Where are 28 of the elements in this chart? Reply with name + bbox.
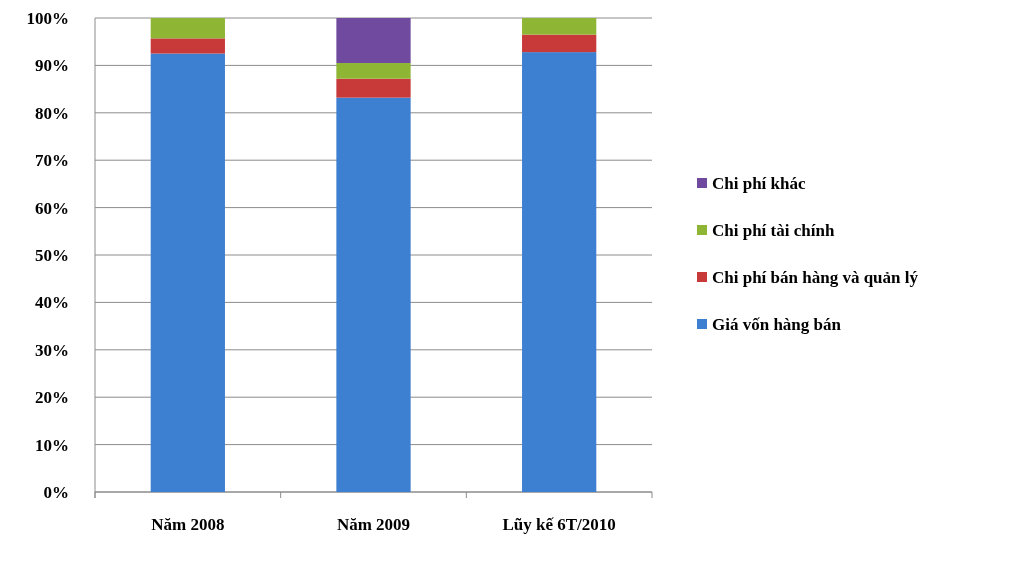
y-tick-label: 90% xyxy=(35,56,69,76)
bar xyxy=(522,18,597,35)
bar xyxy=(150,53,225,492)
x-tick-label: Năm 2008 xyxy=(151,514,225,534)
bar xyxy=(336,97,411,492)
y-tick-label: 100% xyxy=(26,8,69,28)
bar xyxy=(522,52,597,492)
legend-label: Chi phí khác xyxy=(712,173,806,193)
bar xyxy=(522,34,597,53)
legend-label: Chi phí bán hàng và quản lý xyxy=(712,267,919,287)
y-tick-label: 10% xyxy=(35,435,69,455)
bar xyxy=(336,78,411,98)
y-tick-label: 30% xyxy=(35,340,69,360)
y-tick-label: 70% xyxy=(35,151,69,171)
legend-label: Chi phí tài chính xyxy=(712,220,835,240)
y-tick-label: 50% xyxy=(35,245,69,265)
bar xyxy=(336,18,411,64)
y-tick-label: 60% xyxy=(35,198,69,218)
y-tick-label: 40% xyxy=(35,293,69,313)
x-tick-label: Lũy kế 6T/2010 xyxy=(502,514,616,534)
y-tick-label: 20% xyxy=(35,388,69,408)
bar xyxy=(150,18,225,39)
bar xyxy=(336,63,411,79)
y-tick-label: 80% xyxy=(35,103,69,123)
legend-label: Giá vốn hàng bán xyxy=(712,314,842,334)
bar xyxy=(150,38,225,54)
y-tick-label: 0% xyxy=(43,482,69,502)
x-tick-label: Năm 2009 xyxy=(336,514,411,534)
